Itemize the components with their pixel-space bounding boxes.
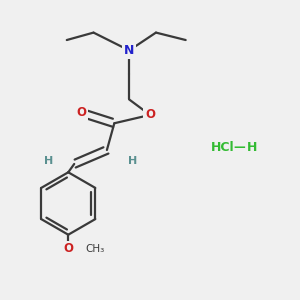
Text: O: O <box>63 242 73 255</box>
Text: H: H <box>248 140 258 154</box>
Text: H: H <box>128 156 137 166</box>
Text: HCl: HCl <box>211 140 235 154</box>
Text: O: O <box>145 108 155 122</box>
Text: O: O <box>76 106 87 119</box>
Text: N: N <box>124 44 134 57</box>
Text: CH₃: CH₃ <box>85 244 105 254</box>
Text: —: — <box>233 140 245 154</box>
Text: H: H <box>44 156 54 166</box>
